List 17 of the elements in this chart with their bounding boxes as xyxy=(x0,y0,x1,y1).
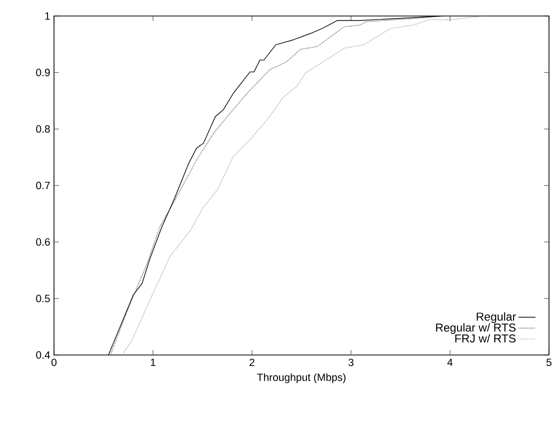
x-tick-label: 0 xyxy=(51,358,57,366)
y-tick-label: 0.5 xyxy=(36,294,50,302)
y-tick-label: 0.4 xyxy=(36,351,50,359)
x-tick-label: 2 xyxy=(250,358,254,366)
legend-label: FRJ w/ RTS xyxy=(455,334,516,343)
x-tick-label: 5 xyxy=(546,358,552,366)
y-tick-label: 0.6 xyxy=(36,238,50,246)
x-tick-label: 3 xyxy=(348,358,354,366)
y-tick-label: 0.9 xyxy=(36,68,50,76)
y-tick-label: 1 xyxy=(45,12,50,20)
legend-label: Regular xyxy=(476,312,516,323)
legend-label: Regular w/ RTS xyxy=(436,323,516,334)
y-tick-label: 0.8 xyxy=(36,125,50,133)
x-tick-label: 4 xyxy=(447,358,453,366)
x-tick-label: 1 xyxy=(150,358,156,366)
y-tick-label: 0.7 xyxy=(36,182,50,190)
x-axis-title: Throughput (Mbps) xyxy=(257,373,346,384)
